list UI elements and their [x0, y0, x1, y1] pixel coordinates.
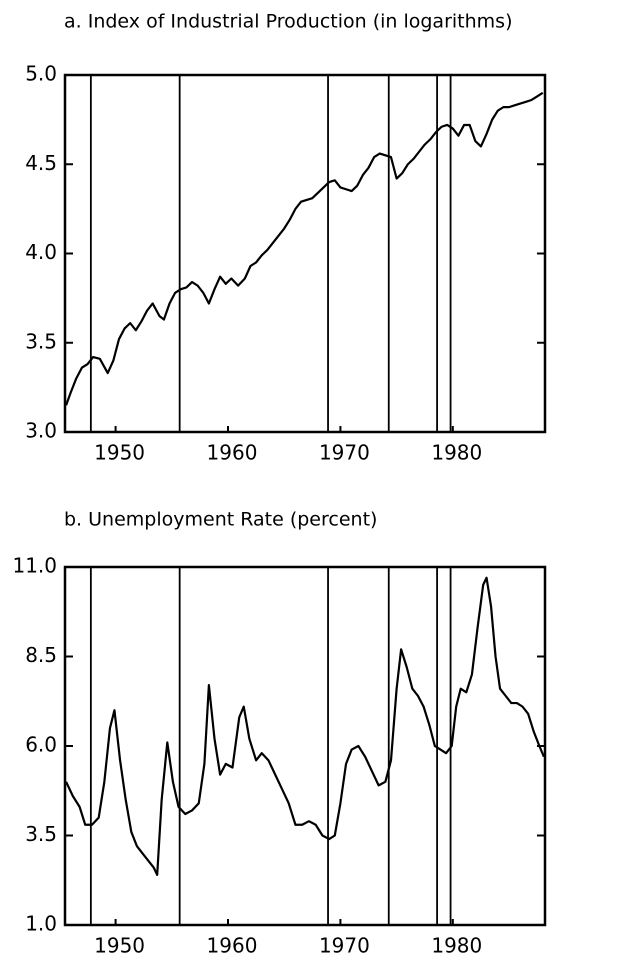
x-tick-label: 1950	[94, 934, 145, 958]
x-tick-label: 1950	[94, 441, 145, 465]
y-tick-label: 8.5	[25, 643, 57, 667]
data-line	[65, 576, 545, 876]
y-tick-label: 3.5	[25, 329, 57, 353]
chart-title: a. Index of Industrial Production (in lo…	[64, 11, 512, 33]
y-tick-label: 4.0	[25, 240, 57, 264]
x-tick-label: 1980	[431, 441, 482, 465]
plot-frame	[63, 73, 547, 434]
plot-frame	[63, 565, 547, 927]
y-tick-label: 6.0	[25, 733, 57, 757]
x-tick-label: 1970	[319, 934, 370, 958]
data-line	[65, 91, 544, 406]
x-tick-label: 1980	[431, 934, 482, 958]
y-tick-label: 5.0	[25, 62, 57, 86]
x-tick-label: 1960	[207, 441, 258, 465]
y-tick-label: 3.5	[25, 822, 57, 846]
y-tick-label: 4.5	[25, 151, 57, 175]
y-tick-label: 11.0	[12, 554, 57, 578]
x-tick-label: 1960	[207, 934, 258, 958]
y-tick-label: 3.0	[25, 419, 57, 443]
chart-title: b. Unemployment Rate (percent)	[64, 509, 377, 531]
y-tick-label: 1.0	[25, 912, 57, 936]
x-tick-label: 1970	[319, 441, 370, 465]
